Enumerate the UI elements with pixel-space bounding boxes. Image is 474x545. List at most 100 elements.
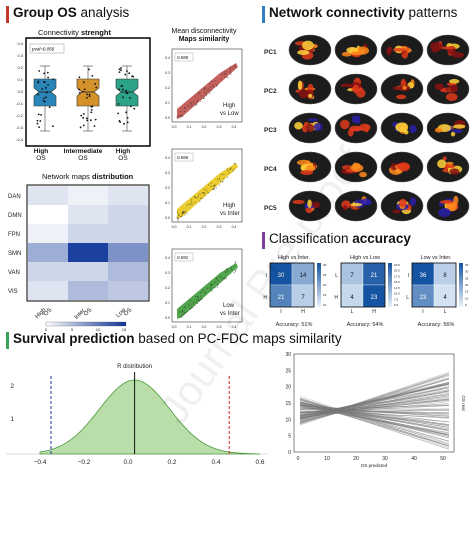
brain-view	[334, 34, 378, 66]
similarity-point	[204, 194, 206, 196]
heatmap-col-label: OS	[123, 307, 133, 317]
brain-blob	[306, 123, 315, 133]
similarity-point	[231, 67, 233, 69]
similarity-point	[209, 287, 211, 289]
similarity-point	[210, 283, 213, 286]
confusion-value: 23	[371, 295, 378, 301]
brain-view	[380, 73, 424, 105]
brain-blob	[402, 85, 407, 90]
brain-blob	[292, 199, 305, 205]
similarity-point	[176, 116, 178, 118]
similarity-point	[190, 307, 193, 309]
similarity-point	[200, 292, 202, 294]
heatmap-row-label: DAN	[8, 194, 21, 200]
similarity-value: 0.886	[177, 155, 189, 160]
box-point	[45, 96, 47, 99]
box-point	[78, 91, 81, 94]
similarity-point	[225, 277, 228, 279]
confusion-frame	[340, 262, 386, 308]
box-point	[82, 113, 85, 115]
box-point	[40, 113, 43, 116]
brain-view	[334, 73, 378, 105]
confusion-accuracy: Accuracy: 51%	[276, 322, 313, 328]
pc-label: PC1	[264, 49, 277, 56]
similarity-point	[223, 71, 225, 73]
box-ytick: 0.0	[17, 89, 23, 94]
box-ytick: 0.3	[17, 53, 23, 58]
confusion-title: High vs Low	[350, 255, 380, 261]
heatmap-cell	[68, 243, 108, 262]
similarity-point	[199, 300, 201, 302]
r-density	[39, 379, 261, 455]
similarity-xtick: 0.0	[172, 125, 177, 129]
confusion-col-label: H	[372, 309, 376, 315]
similarity-point	[202, 192, 204, 194]
confusion-col-label: I	[422, 309, 423, 315]
r-xtick: 0.2	[167, 459, 176, 466]
box-point	[91, 75, 94, 77]
confusion-cbar-tick: 25	[465, 276, 469, 280]
brain-blob	[445, 161, 454, 165]
brain-pc-grid: PC1 PC2 PC3 PC4 PC5	[264, 34, 470, 222]
brain-blob	[340, 119, 350, 130]
similarity-point	[206, 190, 208, 192]
box-ytick: 0.1	[17, 77, 23, 82]
heatmap-row-label: FPN	[8, 232, 20, 238]
similarity-point	[224, 75, 226, 77]
similarity-point	[185, 312, 187, 314]
brain-outline	[380, 73, 424, 105]
similarity-point	[221, 173, 223, 176]
confusion-col-label: H	[301, 309, 305, 315]
similarity-ytick: 0.2	[165, 86, 170, 90]
brain-view	[334, 112, 378, 144]
confusion-cbar-tick: 7.5	[394, 297, 399, 301]
similarity-point	[233, 66, 236, 68]
brain-blob	[300, 169, 314, 176]
brain-blob	[434, 83, 444, 90]
heatmap-cell	[108, 243, 148, 262]
similarity-point	[195, 196, 197, 199]
box-point	[119, 121, 122, 123]
similarity-point	[186, 310, 188, 313]
similarity-point	[177, 217, 179, 219]
similarity-point	[197, 195, 200, 197]
similarity-point	[195, 104, 197, 107]
brain-view	[334, 151, 378, 183]
similarity-point	[217, 84, 219, 86]
similarity-point	[205, 94, 208, 97]
box-point	[85, 117, 88, 120]
r-xtick: −0.2	[78, 459, 91, 466]
similarity-point	[211, 81, 213, 83]
similarity-point	[235, 260, 237, 262]
similarity-point	[213, 188, 215, 190]
similarity-point	[223, 73, 226, 75]
similarity-ytick: 0.4	[165, 156, 170, 160]
similarity-point	[218, 177, 220, 179]
classification-accent	[262, 232, 265, 249]
brain-view	[288, 73, 332, 105]
similarity-point	[178, 115, 180, 117]
brain-blob	[409, 197, 417, 206]
similarity-point	[217, 285, 219, 287]
box-point	[36, 122, 39, 125]
box-point	[36, 119, 39, 122]
os-regression-line	[299, 381, 450, 419]
box-point	[37, 93, 40, 96]
heatmap-cbar-tick: 10	[96, 327, 101, 332]
similarity-point	[222, 279, 224, 281]
network-heading: Network connectivity patterns	[269, 5, 458, 20]
box-group-label-1: High OS	[33, 148, 49, 162]
brain-outline	[426, 112, 470, 144]
box-point	[122, 96, 124, 99]
box-point	[89, 119, 92, 122]
box-point	[38, 126, 40, 129]
brain-blob	[307, 118, 319, 122]
similarity-point	[190, 201, 193, 203]
similarity-ytick: 0.1	[165, 101, 170, 105]
similarity-scatter-panels: 0.4 0.3 0.2 0.1 0.0 0.0 0.1 0.2 0.3 0.4 0.888 High v…	[165, 48, 243, 329]
similarity-point	[182, 310, 184, 312]
similarity-xtick: 0.4	[232, 125, 237, 129]
similarity-point	[176, 216, 178, 219]
confusion-colorbar	[317, 263, 321, 307]
similarity-point	[208, 92, 211, 94]
